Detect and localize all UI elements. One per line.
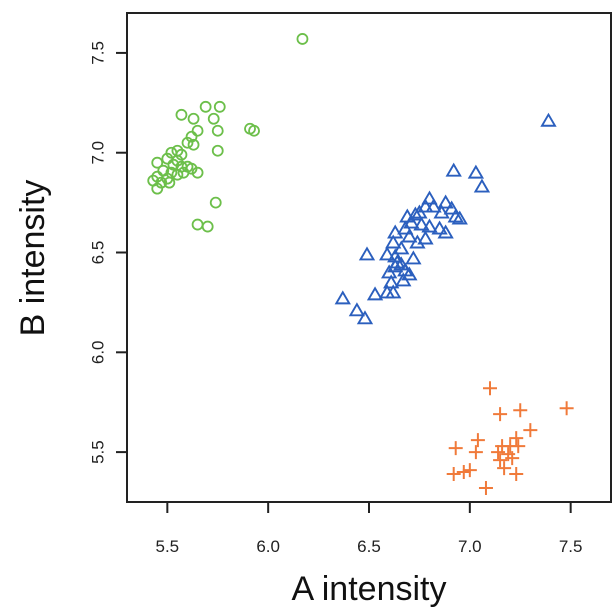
plus-point — [509, 431, 524, 446]
plus-point — [497, 461, 512, 476]
circle-point — [191, 218, 204, 231]
circle-point — [213, 100, 226, 113]
circle-point — [167, 158, 180, 171]
circle-point — [201, 220, 214, 233]
triangle-point — [381, 264, 398, 279]
triangle-point — [401, 266, 418, 281]
triangle-point — [407, 206, 424, 221]
plus-point — [509, 467, 524, 482]
y-axis-title: B intensity — [14, 180, 52, 337]
x-axis-title: A intensity — [292, 570, 447, 608]
plot-frame — [126, 12, 612, 503]
circle-point — [207, 112, 220, 125]
circle-point — [211, 124, 224, 137]
triangle-point — [366, 286, 384, 301]
triangle-point — [473, 178, 491, 193]
y-tick-label: 5.5 — [88, 440, 107, 464]
triangle-point — [540, 112, 557, 127]
plus-point — [478, 481, 493, 496]
triangle-point — [395, 272, 412, 287]
triangle-point — [411, 204, 428, 219]
triangle-point — [385, 234, 402, 249]
triangle-point — [393, 240, 410, 255]
x-tick-label: 7.0 — [458, 537, 482, 556]
x-tick-label: 7.5 — [559, 537, 583, 556]
triangle-point — [417, 230, 434, 245]
circle-point — [187, 138, 200, 151]
triangle-point — [378, 284, 396, 299]
triangle-point — [413, 216, 430, 231]
circle-point — [211, 144, 224, 157]
plus-point — [505, 451, 520, 466]
circle-point — [199, 100, 212, 113]
triangle-point — [397, 220, 414, 235]
axis-ticks: 5.5 6.0 6.5 7.0 7.5 5.5 6.0 6.5 7.0 7.5 — [88, 41, 582, 556]
y-tick-label: 6.0 — [88, 340, 107, 364]
plus-point — [559, 401, 574, 416]
plus-point — [468, 445, 483, 460]
plus-point — [456, 465, 471, 480]
plus-point — [513, 403, 528, 418]
x-tick-label: 5.5 — [156, 537, 180, 556]
circle-point — [151, 182, 164, 195]
triangle-point — [387, 224, 404, 239]
circle-point — [163, 176, 176, 189]
circle-point — [151, 156, 164, 169]
plus-point — [462, 463, 477, 478]
circle-point — [248, 124, 260, 137]
triangle-point — [451, 210, 468, 225]
plus-point — [491, 445, 506, 460]
triangle-point — [437, 224, 454, 239]
triangle-point — [401, 228, 418, 243]
y-tick-label: 6.5 — [88, 241, 107, 265]
triangle-point — [378, 246, 396, 261]
y-tick-label: 7.5 — [88, 41, 107, 65]
triangle-point — [356, 310, 374, 325]
triangle-point — [447, 208, 464, 223]
triangle-point — [387, 258, 404, 273]
plus-point — [470, 433, 485, 448]
triangle-point — [383, 274, 400, 289]
plus-point — [511, 439, 526, 454]
triangle-point — [443, 200, 460, 215]
plus-point — [523, 423, 538, 438]
plot-marks — [147, 33, 574, 496]
triangle-point — [358, 246, 376, 261]
triangle-point — [425, 198, 442, 213]
triangle-point — [467, 164, 485, 179]
plus-point — [483, 381, 497, 396]
x-tick-label: 6.0 — [256, 537, 280, 556]
circle-point — [191, 124, 204, 137]
triangle-point — [437, 194, 454, 209]
triangle-point — [433, 204, 450, 219]
triangle-point — [409, 234, 426, 249]
plus-point — [493, 407, 508, 422]
circle-point — [175, 108, 188, 121]
triangle-point — [405, 250, 422, 265]
x-tick-label: 6.5 — [357, 537, 381, 556]
circle-point — [177, 166, 190, 179]
y-tick-label: 7.0 — [88, 141, 107, 165]
triangle-point — [445, 162, 462, 177]
triangle-point — [431, 220, 448, 235]
plus-point — [493, 453, 508, 468]
circle-point — [209, 196, 222, 209]
triangle-point — [417, 198, 434, 213]
plus-point — [448, 441, 463, 456]
triangle-point — [334, 290, 351, 305]
plus-point — [446, 467, 461, 482]
circle-point — [181, 136, 194, 149]
triangle-point — [403, 214, 420, 229]
circle-point — [187, 112, 200, 125]
triangle-point — [421, 218, 438, 233]
circle-point — [171, 168, 184, 181]
triangle-point — [421, 190, 438, 205]
circle-point — [191, 166, 204, 179]
triangle-point — [348, 302, 366, 317]
circle-point — [296, 33, 309, 45]
